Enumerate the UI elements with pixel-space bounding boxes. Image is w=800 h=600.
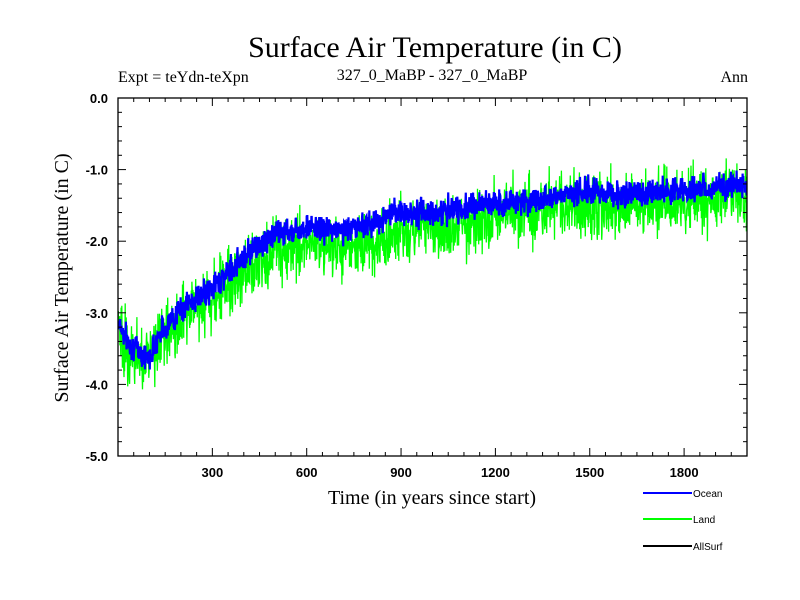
x-tick-label: 1500 [575, 465, 604, 480]
legend-label-ocean: Ocean [693, 489, 722, 500]
x-tick-label: 1800 [670, 465, 699, 480]
legend-label-land: Land [693, 515, 715, 526]
legend-label-allsurf: AllSurf [693, 542, 723, 553]
period-label: 327_0_MaBP - 327_0_MaBP [337, 67, 528, 84]
x-tick-label: 600 [296, 465, 318, 480]
x-tick-label: 300 [201, 465, 223, 480]
y-tick-label: -3.0 [86, 306, 108, 321]
x-tick-label: 900 [390, 465, 412, 480]
series-line-ocean [118, 170, 747, 370]
plot-frame [117, 97, 748, 457]
series-layer [118, 158, 747, 390]
chart-title: Surface Air Temperature (in C) [248, 31, 622, 64]
y-tick-label: -1.0 [86, 163, 108, 178]
y-tick-label: -4.0 [86, 377, 108, 392]
y-axis-label: Surface Air Temperature (in C) [51, 153, 73, 402]
y-tick-label: 0.0 [90, 91, 108, 106]
y-tick-label: -5.0 [86, 449, 108, 464]
legend: Ocean Land AllSurf [643, 489, 723, 553]
x-axis-label: Time (in years since start) [328, 487, 536, 509]
tick-layer: 300 600 900 1200 1500 1800 0.0 -1.0 -2.0 -3.0 -4.0… [86, 91, 748, 480]
y-tick-label: -2.0 [86, 234, 108, 249]
experiment-label: Expt = teYdn-teXpn [118, 69, 249, 86]
season-label: Ann [720, 69, 748, 86]
x-tick-label: 1200 [481, 465, 510, 480]
